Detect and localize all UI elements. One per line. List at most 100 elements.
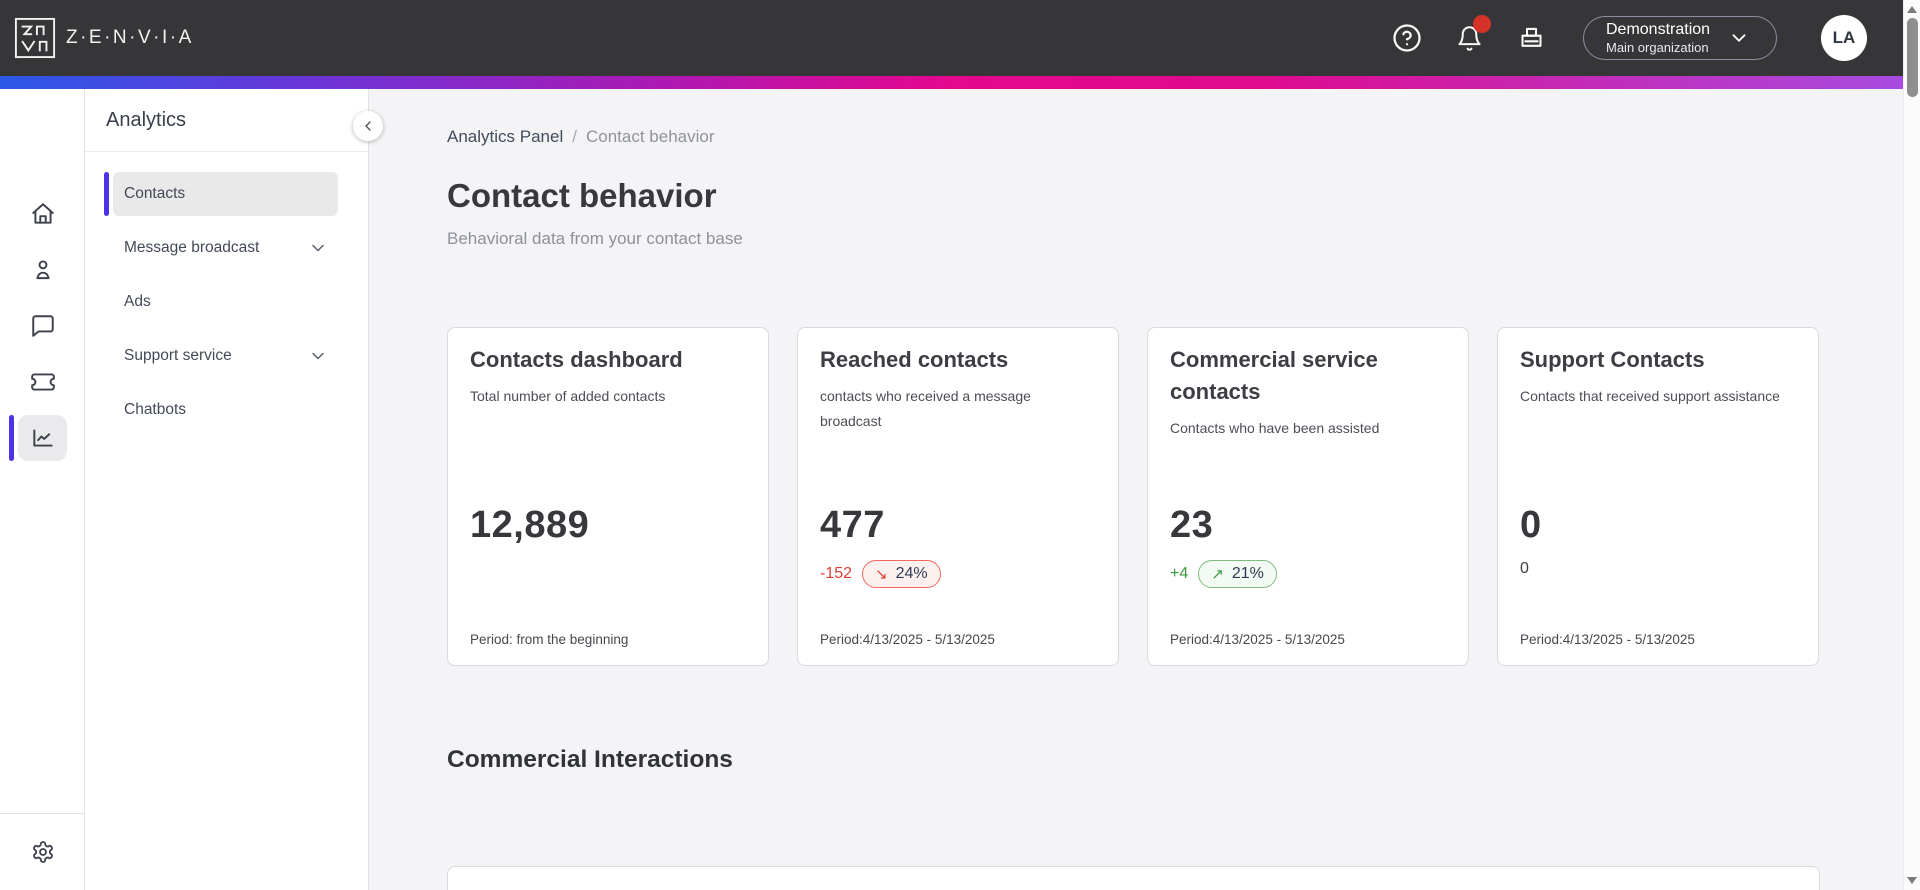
card-reached-contacts: Reached contacts contacts who received a… bbox=[797, 327, 1119, 666]
card-support-contacts: Support Contacts Contacts that received … bbox=[1497, 327, 1819, 666]
person-icon bbox=[35, 260, 50, 280]
card-contacts-dashboard: Contacts dashboard Total number of added… bbox=[447, 327, 769, 666]
rail-item-tickets[interactable] bbox=[18, 359, 67, 405]
card-value: 23 bbox=[1170, 504, 1214, 546]
chevron-down-icon bbox=[312, 244, 324, 252]
brand-home-link[interactable]: Z·E·N·V·I·A bbox=[14, 17, 194, 59]
commercial-interactions-card-top bbox=[447, 866, 1820, 890]
chevron-left-icon bbox=[365, 121, 371, 131]
scrollbar-thumb[interactable] bbox=[1907, 18, 1918, 97]
breadcrumb-separator: / bbox=[572, 127, 577, 146]
card-period: Period:4/13/2025 - 5/13/2025 bbox=[1170, 632, 1345, 647]
sidebar-item-label: Ads bbox=[124, 293, 151, 310]
printer-icon bbox=[1520, 27, 1542, 47]
notifications-button[interactable] bbox=[1453, 15, 1491, 54]
user-avatar[interactable]: LA bbox=[1821, 15, 1867, 61]
notifications-bell-icon bbox=[1457, 25, 1481, 51]
notification-badge-dot bbox=[1473, 15, 1491, 33]
sidebar-header: Analytics bbox=[85, 89, 368, 152]
card-commercial-service-contacts: Commercial service contacts Contacts who… bbox=[1147, 327, 1469, 666]
topbar: Z·E·N·V·I·A bbox=[0, 0, 1903, 76]
card-period: Period: from the beginning bbox=[470, 632, 629, 647]
ticket-icon bbox=[30, 373, 55, 391]
sidebar-item-contacts[interactable]: Contacts bbox=[104, 172, 338, 216]
trend-percentage: 21% bbox=[1231, 565, 1264, 582]
rail-divider bbox=[0, 813, 84, 814]
sidebar-menu: Contacts Message broadcast Ads Support s… bbox=[85, 172, 368, 432]
card-description: Total number of added contacts bbox=[470, 387, 666, 404]
card-delta-row: -152 ↘ 24% bbox=[820, 560, 941, 588]
trend-down-arrow-icon: ↘ bbox=[875, 565, 888, 583]
brand-gradient-bar bbox=[0, 76, 1903, 89]
page-subtitle: Behavioral data from your contact base bbox=[447, 229, 743, 248]
sidebar-item-label: Contacts bbox=[124, 185, 186, 202]
page-title: Contact behavior bbox=[447, 177, 717, 214]
card-title: Reached contacts bbox=[820, 347, 1009, 372]
line-chart-icon bbox=[32, 429, 53, 447]
card-title: Contacts dashboard bbox=[470, 347, 683, 372]
icon-rail bbox=[0, 89, 85, 890]
rail-item-contacts[interactable] bbox=[18, 247, 67, 293]
print-button[interactable] bbox=[1515, 22, 1547, 54]
organization-switcher[interactable]: Demonstration Main organization bbox=[1583, 16, 1777, 60]
card-value: 477 bbox=[820, 504, 885, 546]
kpi-cards-row: Contacts dashboard Total number of added… bbox=[447, 327, 1903, 666]
card-title: Support Contacts bbox=[1520, 347, 1705, 372]
sidebar-collapse-button[interactable] bbox=[353, 111, 383, 141]
rail-item-settings[interactable] bbox=[18, 829, 67, 875]
trend-percentage: 24% bbox=[895, 565, 928, 582]
card-delta-row: +4 ↗ 21% bbox=[1170, 560, 1277, 588]
main-content: Analytics Panel / Contact behavior Conta… bbox=[370, 89, 1903, 890]
page-scrollbar bbox=[1903, 0, 1920, 890]
trend-badge: ↘ 24% bbox=[862, 560, 941, 588]
sidebar-item-label: Message broadcast bbox=[124, 239, 260, 256]
chat-bubble-icon bbox=[31, 315, 54, 337]
help-icon bbox=[1393, 24, 1421, 52]
card-description: Contacts that received support assistanc… bbox=[1520, 387, 1780, 404]
topbar-actions: Demonstration Main organization LA bbox=[1391, 15, 1867, 61]
organization-labels: Demonstration Main organization bbox=[1606, 20, 1710, 56]
rail-item-analytics[interactable] bbox=[18, 415, 67, 461]
rail-item-home[interactable] bbox=[18, 191, 67, 237]
sidebar-item-support-service[interactable]: Support service bbox=[113, 334, 338, 378]
chevron-down-icon bbox=[1732, 34, 1746, 42]
card-title: Commercial service contacts bbox=[1170, 347, 1378, 404]
sidebar-item-message-broadcast[interactable]: Message broadcast bbox=[113, 226, 338, 270]
organization-name: Demonstration bbox=[1606, 20, 1711, 38]
section-title-commercial-interactions: Commercial Interactions bbox=[447, 746, 733, 773]
gear-icon bbox=[32, 841, 53, 863]
scrollbar-up-arrow[interactable] bbox=[1907, 6, 1917, 13]
card-description: contacts who received a message broadcas… bbox=[820, 387, 1031, 430]
card-period: Period:4/13/2025 - 5/13/2025 bbox=[820, 632, 995, 647]
sidebar-title: Analytics bbox=[106, 108, 187, 131]
active-rail-indicator bbox=[9, 415, 14, 461]
analytics-sidebar: Analytics Contacts Message broadcast Ads… bbox=[85, 89, 383, 890]
scrollbar-down-arrow[interactable] bbox=[1907, 877, 1917, 884]
card-value: 0 bbox=[1520, 504, 1542, 546]
chevron-down-icon bbox=[312, 352, 324, 360]
trend-up-arrow-icon: ↗ bbox=[1211, 565, 1224, 583]
help-button[interactable] bbox=[1391, 22, 1423, 54]
organization-subtitle: Main organization bbox=[1606, 39, 1709, 55]
card-description: Contacts who have been assisted bbox=[1170, 419, 1380, 436]
brand-wordmark: Z·E·N·V·I·A bbox=[66, 27, 194, 48]
home-icon bbox=[31, 203, 54, 224]
breadcrumb: Analytics Panel / Contact behavior bbox=[447, 127, 1903, 147]
breadcrumb-parent-link[interactable]: Analytics Panel bbox=[447, 127, 564, 146]
active-item-indicator bbox=[104, 172, 109, 216]
sidebar-item-label: Chatbots bbox=[124, 401, 187, 418]
card-delta: +4 bbox=[1170, 565, 1189, 582]
card-period: Period:4/13/2025 - 5/13/2025 bbox=[1520, 632, 1695, 647]
card-value: 12,889 bbox=[470, 504, 590, 546]
rail-item-conversations[interactable] bbox=[18, 303, 67, 349]
zenvia-logo-icon bbox=[14, 17, 56, 59]
card-delta: 0 bbox=[1520, 560, 1529, 577]
card-delta: -152 bbox=[820, 565, 853, 582]
breadcrumb-current: Contact behavior bbox=[585, 127, 715, 146]
trend-badge: ↗ 21% bbox=[1198, 560, 1277, 588]
sidebar-item-label: Support service bbox=[124, 347, 232, 364]
card-delta-row: 0 bbox=[1520, 560, 1529, 578]
sidebar-item-ads[interactable]: Ads bbox=[113, 280, 338, 324]
sidebar-item-chatbots[interactable]: Chatbots bbox=[113, 388, 338, 432]
